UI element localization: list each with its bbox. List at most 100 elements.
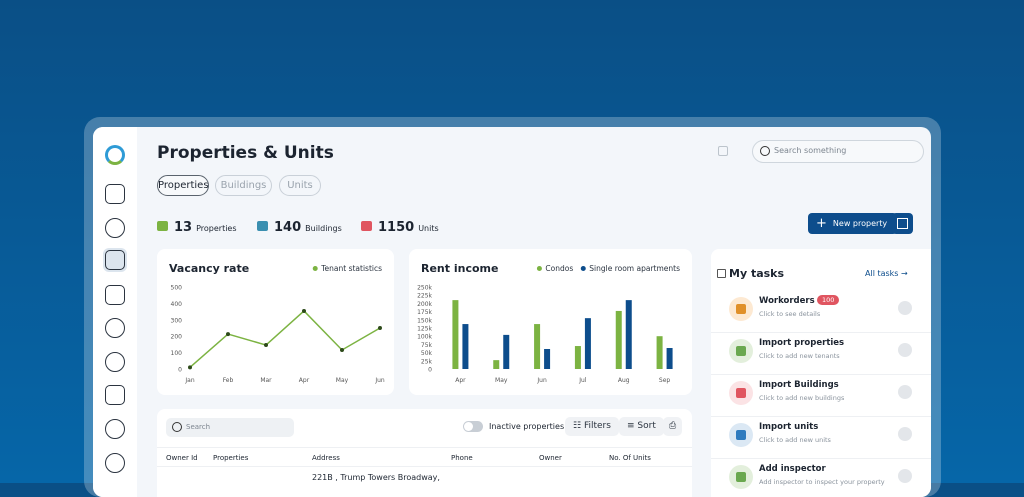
- stat-label: Properties: [196, 224, 237, 233]
- bar: [574, 346, 581, 369]
- task-title: Import units: [759, 422, 819, 432]
- task-item[interactable]: Workorders 100 Click to see details: [711, 291, 931, 333]
- task-open[interactable]: [898, 301, 912, 315]
- legend-label: Single room apartments: [589, 264, 680, 273]
- point: [188, 365, 192, 370]
- point: [378, 326, 382, 330]
- stat-value: 13: [174, 220, 193, 235]
- tab[interactable]: Buildings: [215, 175, 272, 196]
- point: [302, 308, 306, 313]
- link-label: All tasks: [865, 269, 899, 278]
- print-button[interactable]: ⎙: [663, 417, 683, 436]
- tab[interactable]: Properties: [157, 175, 209, 196]
- y-tick-label: 75k: [421, 342, 433, 349]
- nav-icon[interactable]: [105, 419, 125, 439]
- x-tick-label: May: [336, 377, 349, 384]
- x-tick-label: Aug: [618, 377, 630, 384]
- tasks-title: My tasks: [729, 267, 785, 280]
- bar: [625, 300, 632, 369]
- bar: [462, 324, 469, 369]
- task-title: Add inspector: [759, 464, 826, 474]
- new-property-button[interactable]: + New property: [808, 213, 897, 234]
- task-item[interactable]: Import units Click to add new units: [711, 417, 931, 459]
- point: [264, 343, 268, 348]
- task-item[interactable]: Add inspector Add inspector to inspect yo…: [711, 459, 931, 497]
- y-tick-label: 100: [171, 350, 183, 357]
- bar: [584, 318, 591, 369]
- search-placeholder: Search something: [774, 146, 847, 155]
- x-tick-label: Jan: [184, 377, 194, 384]
- stat: 13 Properties: [157, 216, 237, 235]
- all-tasks-link[interactable]: All tasks →: [865, 269, 908, 278]
- legend-marker: [312, 266, 318, 271]
- x-tick-label: Jun: [536, 377, 547, 384]
- column-header: Owner: [539, 454, 562, 462]
- task-title: Import Buildings: [759, 380, 839, 390]
- nav-icon[interactable]: [105, 318, 125, 338]
- legend-marker: [580, 266, 586, 271]
- chart-card: Vacancy rate Tenant statistics 0 100 200 300 4…: [157, 249, 394, 395]
- task-open[interactable]: [898, 427, 912, 441]
- task-icon: [729, 381, 753, 405]
- column-header: Owner Id: [166, 454, 198, 462]
- task-open[interactable]: [898, 469, 912, 483]
- search-placeholder: Search: [186, 423, 211, 431]
- nav-icon[interactable]: [105, 250, 125, 270]
- task-subtitle: Click to add new tenants: [759, 352, 840, 360]
- nav-icon[interactable]: [105, 285, 125, 305]
- button-label: New property: [832, 219, 888, 228]
- task-open[interactable]: [898, 343, 912, 357]
- nav-icon[interactable]: [105, 218, 125, 238]
- y-tick-label: 150k: [417, 317, 432, 324]
- task-item[interactable]: Import properties Click to add new tenant…: [711, 333, 931, 375]
- x-tick-label: Sep: [659, 377, 671, 384]
- task-open[interactable]: [898, 385, 912, 399]
- task-title: Import properties: [759, 338, 845, 348]
- panel-toggle[interactable]: [718, 146, 728, 156]
- table-card: Search Inactive properties ☷ Filters ≡ S…: [157, 409, 692, 497]
- nav-icon[interactable]: [105, 184, 125, 204]
- task-icon: [729, 423, 753, 447]
- bar: [452, 300, 459, 369]
- stat-value: 140: [274, 220, 302, 235]
- bar: [615, 310, 622, 369]
- task-glyph: [736, 346, 746, 356]
- grid-button[interactable]: [892, 213, 913, 234]
- sort-button[interactable]: ≡ Sort: [619, 417, 664, 436]
- x-tick-label: Feb: [223, 377, 234, 384]
- legend-label: Condos: [545, 264, 573, 273]
- nav-icon[interactable]: [105, 453, 125, 473]
- y-tick-label: 25k: [421, 358, 433, 365]
- task-item[interactable]: Import Buildings Click to add new buildin…: [711, 375, 931, 417]
- tab[interactable]: Units: [279, 175, 321, 196]
- y-tick-label: 500: [171, 285, 183, 292]
- y-tick-label: 200: [171, 334, 183, 341]
- stat: 140 Buildings: [257, 216, 342, 235]
- filters-button[interactable]: ☷ Filters: [565, 417, 619, 436]
- toggle-knob: [464, 422, 473, 431]
- toggle-label: Inactive properties: [489, 422, 565, 431]
- table-search[interactable]: Search: [166, 418, 294, 437]
- toggle[interactable]: [463, 421, 483, 432]
- y-tick-label: 0: [428, 367, 432, 374]
- task-icon: [729, 297, 753, 321]
- stat-icon: [157, 221, 168, 231]
- search-box[interactable]: Search something: [752, 140, 924, 163]
- x-tick-label: Jun: [374, 377, 385, 384]
- column-header: Address: [312, 454, 340, 462]
- search-icon: [760, 146, 770, 156]
- chart-title: Vacancy rate: [169, 262, 249, 275]
- task-glyph: [736, 472, 746, 482]
- y-tick-label: 300: [171, 317, 183, 324]
- task-subtitle: Click to see details: [759, 310, 821, 318]
- grid-icon: [897, 218, 908, 229]
- nav-icon[interactable]: [105, 385, 125, 405]
- y-tick-label: 125k: [417, 326, 432, 333]
- y-tick-label: 100k: [417, 334, 432, 341]
- nav-icon[interactable]: [105, 352, 125, 372]
- y-tick-label: 50k: [421, 350, 433, 357]
- sort-label: Sort: [637, 421, 656, 431]
- chart-card: Rent income Single room apartments Condos 0…: [409, 249, 692, 395]
- bar: [544, 348, 551, 369]
